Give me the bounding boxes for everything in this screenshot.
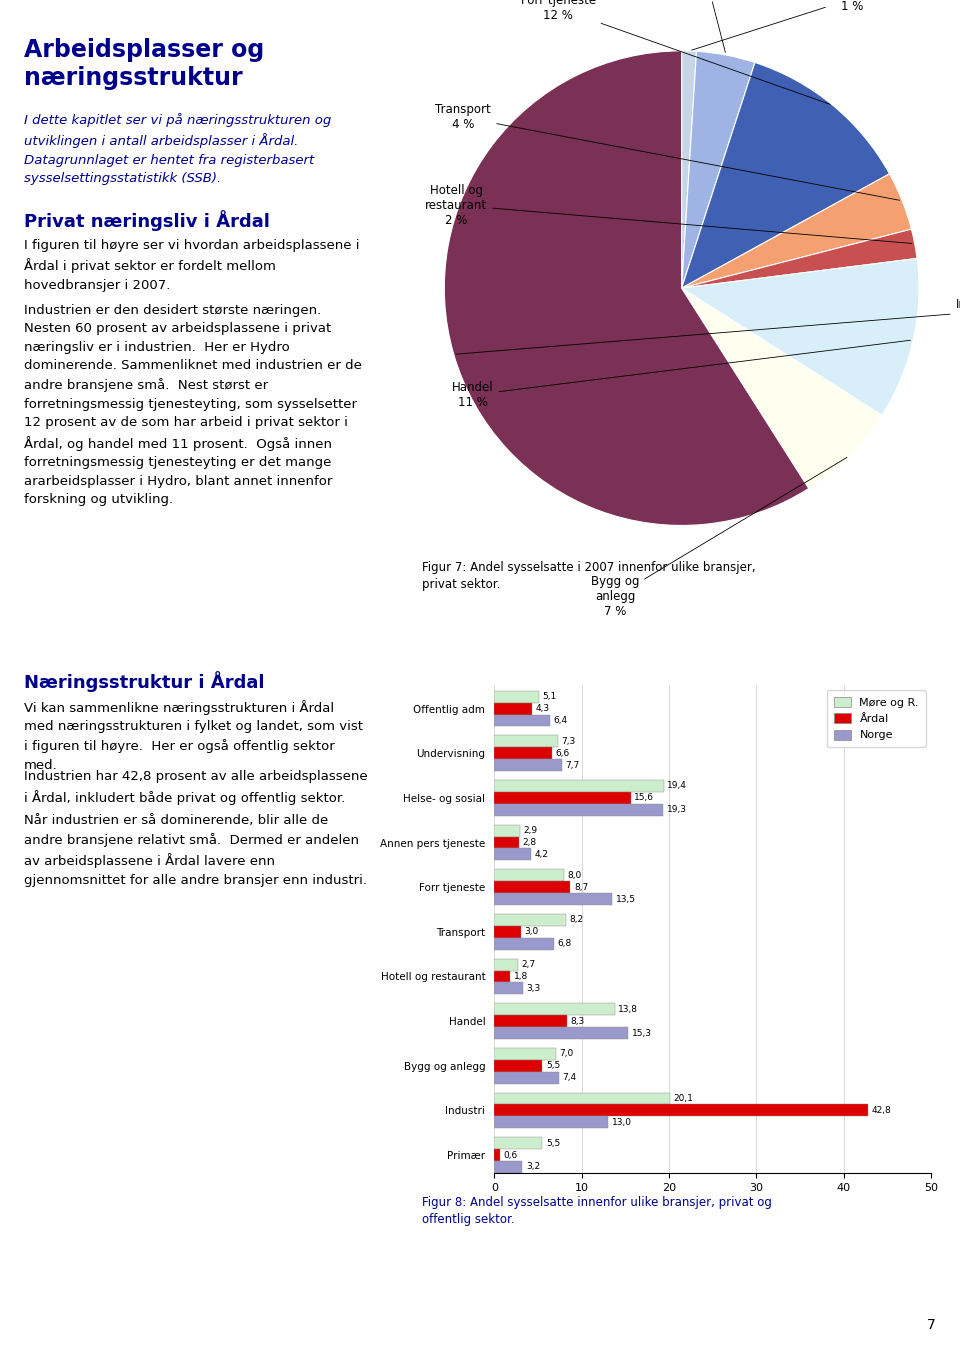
Bar xyxy=(494,1003,615,1016)
Bar xyxy=(494,971,510,983)
Bar xyxy=(494,690,539,702)
Text: 8,0: 8,0 xyxy=(567,871,582,880)
Bar xyxy=(494,1161,522,1173)
Text: Hotell og
restaurant
2 %: Hotell og restaurant 2 % xyxy=(425,183,912,244)
Bar xyxy=(494,1093,670,1105)
Wedge shape xyxy=(682,289,882,488)
Text: Industri
59 %: Industri 59 % xyxy=(457,298,960,354)
Text: 2,8: 2,8 xyxy=(522,838,537,848)
Bar xyxy=(494,1138,542,1149)
Bar xyxy=(494,869,564,881)
Bar xyxy=(494,959,518,971)
Text: 7,3: 7,3 xyxy=(562,736,576,746)
Text: 6,8: 6,8 xyxy=(558,940,571,948)
Wedge shape xyxy=(682,229,917,289)
Text: Næringsstruktur i Årdal: Næringsstruktur i Årdal xyxy=(24,671,265,692)
Text: 6,4: 6,4 xyxy=(554,716,568,725)
Bar xyxy=(494,1060,542,1071)
Wedge shape xyxy=(444,52,808,526)
Text: 7,7: 7,7 xyxy=(565,761,580,770)
Text: I figuren til høyre ser vi hvordan arbeidsplassene i
Årdal i privat sektor er fo: I figuren til høyre ser vi hvordan arbei… xyxy=(24,239,359,292)
Text: Annen pers
tjeneste
4 %: Annen pers tjeneste 4 % xyxy=(672,0,739,53)
Text: 8,2: 8,2 xyxy=(569,915,584,925)
Wedge shape xyxy=(682,52,697,289)
Bar xyxy=(494,759,562,772)
Bar xyxy=(494,1048,556,1060)
Text: Industrien har 42,8 prosent av alle arbeidsplassene
i Årdal, inkludert både priv: Industrien har 42,8 prosent av alle arbe… xyxy=(24,770,368,804)
Text: 15,3: 15,3 xyxy=(632,1029,652,1037)
Text: Figur 8: Andel sysselsatte innenfor ulike bransjer, privat og
offentlig sektor.: Figur 8: Andel sysselsatte innenfor ulik… xyxy=(422,1196,772,1226)
Text: 8,7: 8,7 xyxy=(574,883,588,892)
Text: 7,4: 7,4 xyxy=(563,1073,577,1082)
Bar xyxy=(494,1105,868,1116)
Text: 13,0: 13,0 xyxy=(612,1117,632,1127)
Text: 4,2: 4,2 xyxy=(535,850,548,858)
Bar xyxy=(494,780,664,792)
Bar xyxy=(494,983,523,994)
Wedge shape xyxy=(682,259,919,415)
Text: 6,6: 6,6 xyxy=(556,749,570,758)
Text: Bygg og
anlegg
7 %: Bygg og anlegg 7 % xyxy=(591,457,847,618)
Bar xyxy=(494,792,631,804)
Bar xyxy=(494,1026,628,1039)
Text: 19,4: 19,4 xyxy=(667,781,687,791)
Text: 5,1: 5,1 xyxy=(542,692,557,701)
Text: 7: 7 xyxy=(927,1318,936,1332)
Text: Handel
11 %: Handel 11 % xyxy=(452,340,910,410)
Legend: Møre og R., Årdal, Norge: Møre og R., Årdal, Norge xyxy=(828,690,925,747)
Bar xyxy=(494,747,552,759)
Text: 5,5: 5,5 xyxy=(546,1062,561,1070)
Text: Vi kan sammenlikne næringsstrukturen i Årdal
med næringsstrukturen i fylket og l: Vi kan sammenlikne næringsstrukturen i Å… xyxy=(24,700,363,772)
Text: 5,5: 5,5 xyxy=(546,1139,561,1147)
Bar xyxy=(494,824,519,837)
Text: 3,3: 3,3 xyxy=(527,984,541,993)
Text: 8,3: 8,3 xyxy=(570,1017,585,1025)
Text: 42,8: 42,8 xyxy=(872,1106,892,1115)
Bar xyxy=(494,894,612,904)
Bar xyxy=(494,849,531,861)
Bar xyxy=(494,926,520,938)
Bar xyxy=(494,881,570,894)
Text: 19,3: 19,3 xyxy=(666,805,686,815)
Wedge shape xyxy=(682,174,911,289)
Text: 3,0: 3,0 xyxy=(524,928,539,937)
Text: 1,8: 1,8 xyxy=(514,972,528,980)
Bar xyxy=(494,1149,499,1161)
Text: Arbeidsplasser og
næringsstruktur: Arbeidsplasser og næringsstruktur xyxy=(24,38,264,89)
Wedge shape xyxy=(682,52,755,289)
Text: 2,9: 2,9 xyxy=(523,826,538,835)
Text: Primær
1 %: Primær 1 % xyxy=(692,0,875,50)
Bar xyxy=(494,1071,559,1083)
Bar xyxy=(494,1116,608,1128)
Text: 3,2: 3,2 xyxy=(526,1162,540,1172)
Bar xyxy=(494,735,558,747)
Wedge shape xyxy=(682,62,890,289)
Bar xyxy=(494,715,550,727)
Text: Når industrien er så dominerende, blir alle de
andre bransjene relativt små.  De: Når industrien er så dominerende, blir a… xyxy=(24,814,367,887)
Text: 2,7: 2,7 xyxy=(521,960,536,970)
Text: Privat næringsliv i Årdal: Privat næringsliv i Årdal xyxy=(24,210,270,231)
Text: 0,6: 0,6 xyxy=(503,1151,517,1159)
Text: Industrien er den desidert største næringen.
Nesten 60 prosent av arbeidsplassen: Industrien er den desidert største nærin… xyxy=(24,304,362,506)
Text: 20,1: 20,1 xyxy=(674,1094,693,1102)
Text: I dette kapitlet ser vi på næringsstrukturen og
utviklingen i antall arbeidsplas: I dette kapitlet ser vi på næringsstrukt… xyxy=(24,113,331,184)
Text: 4,3: 4,3 xyxy=(536,704,549,713)
Bar xyxy=(494,938,554,949)
Text: Figur 7: Andel sysselsatte i 2007 innenfor ulike bransjer,
privat sektor.: Figur 7: Andel sysselsatte i 2007 innenf… xyxy=(422,561,756,591)
Text: Transport
4 %: Transport 4 % xyxy=(436,103,900,201)
Text: 13,5: 13,5 xyxy=(615,895,636,903)
Text: 7,0: 7,0 xyxy=(559,1050,573,1059)
Bar xyxy=(494,1016,567,1026)
Text: 13,8: 13,8 xyxy=(618,1005,638,1014)
Bar xyxy=(494,804,663,816)
Bar xyxy=(494,914,566,926)
Bar xyxy=(494,702,532,715)
Text: 15,6: 15,6 xyxy=(635,793,654,803)
Text: Forr tjeneste
12 %: Forr tjeneste 12 % xyxy=(520,0,830,104)
Bar xyxy=(494,837,518,849)
